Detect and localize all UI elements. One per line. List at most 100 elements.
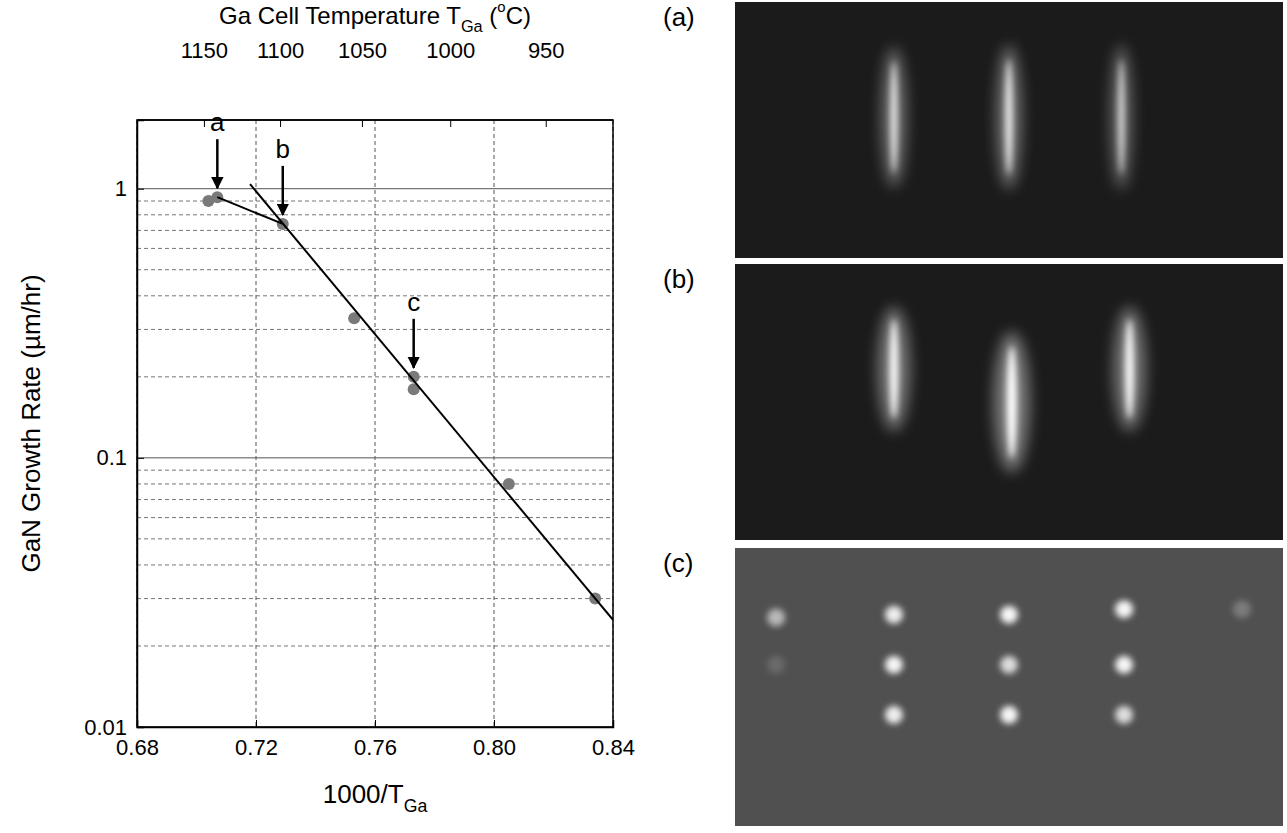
x-tick-mark (375, 720, 376, 727)
rheed-spot (767, 609, 785, 627)
annotation-label: a (210, 107, 225, 137)
y-tick-mark (137, 727, 144, 728)
grid-line (494, 120, 495, 727)
rheed-panels (735, 2, 1283, 826)
x-tick-mark (256, 720, 257, 727)
x2-axis-title: Ga Cell Temperature TGa (oC) (219, 0, 531, 35)
text-part: o (497, 0, 505, 15)
rheed-spot (1000, 706, 1018, 724)
x-axis-line (138, 720, 614, 728)
x2-axis-line (137, 119, 613, 121)
x-axis: 0.680.720.760.800.84 (116, 720, 635, 760)
y-tick-mark (137, 189, 144, 190)
grid (137, 120, 613, 727)
data-point (211, 191, 223, 203)
y-tick-mark (137, 458, 144, 459)
rheed-streak-glow (994, 332, 1030, 472)
grid-line (375, 120, 376, 727)
plot-marks (202, 184, 613, 620)
rheed-spot (885, 706, 903, 724)
x-tick-mark (613, 720, 614, 727)
x2-tick-label: 1100 (257, 38, 304, 63)
rheed-streak (1118, 60, 1124, 175)
y-tick-label: 1 (115, 176, 127, 201)
x2-tick-label: 1000 (426, 38, 475, 63)
rheed-spot (1000, 656, 1018, 674)
x2-tick-mark (280, 120, 281, 127)
y-tick: 0.1 (96, 445, 144, 470)
rheed-streak-glow (1113, 307, 1145, 431)
rheed-spot (1115, 656, 1133, 674)
data-point (503, 478, 515, 490)
y-tick-label: 0.1 (96, 445, 127, 470)
rheed-streak (890, 61, 897, 173)
x2-axis: 1150 1100 1050 1000 950 (137, 38, 613, 127)
minor-grid-line (137, 329, 613, 330)
y-tick-label: 0.01 (84, 715, 127, 740)
text-part: Ga (461, 17, 484, 35)
rheed-spot (1000, 606, 1018, 624)
fit-line (250, 184, 613, 620)
x2-tick-label: 1050 (338, 38, 387, 63)
minor-grid-line (137, 517, 613, 518)
rheed-streak (889, 319, 898, 418)
text-part: Ga Cell Temperature T (219, 2, 461, 29)
x2-tick-mark (546, 120, 547, 127)
rheed-streak-glow (881, 47, 906, 187)
x-tick-mark (494, 720, 495, 727)
rheed-panel (735, 264, 1283, 540)
y-axis: 0.01 0.1 1 (84, 121, 144, 740)
figure: 0.680.720.760.800.840.010.11115011001050… (0, 0, 1287, 833)
x-tick: 0.84 (592, 720, 635, 760)
text-part: Ga (404, 796, 428, 816)
minor-grid-line (137, 538, 613, 539)
x-tick-label: 0.76 (354, 735, 397, 760)
annotation-label: c (407, 287, 420, 317)
x-tick: 0.76 (354, 720, 397, 760)
x-axis-title: 1000/TGa (323, 779, 428, 816)
text-part: ( (483, 2, 498, 29)
x-tick-label: 0.72 (235, 735, 278, 760)
text-part: 1000/T (323, 779, 404, 809)
rheed-panel (735, 2, 1283, 258)
grid-line (137, 188, 613, 189)
x-tick: 0.80 (473, 720, 516, 760)
x2-tick-label: 1150 (181, 38, 228, 63)
rheed-spot (767, 656, 785, 674)
minor-grid-line (137, 230, 613, 231)
text-part: C) (506, 2, 531, 29)
x2-tick-mark (450, 120, 451, 127)
rheed-spot (885, 656, 903, 674)
y-axis-title: GaN Growth Rate (µm/hr) (16, 274, 46, 572)
x2-tick-mark (362, 120, 363, 127)
grid-line (256, 120, 257, 727)
annotation-label: b (276, 134, 290, 164)
rheed-streak (1006, 60, 1013, 175)
rheed-streak-glow (996, 45, 1021, 189)
rheed-streak (1007, 346, 1017, 458)
rheed-image (735, 548, 1283, 826)
x-tick: 0.72 (235, 720, 278, 760)
panel-label: (a) (663, 2, 695, 32)
x2-tick-label: 950 (528, 38, 565, 63)
rheed-spot (885, 606, 903, 624)
rheed-streak (1125, 319, 1134, 418)
rheed-streak-glow (1111, 45, 1133, 189)
panel-label: (b) (663, 264, 695, 294)
rheed-spot (1115, 706, 1133, 724)
y-axis-line (138, 121, 145, 728)
plot-frame (137, 120, 613, 727)
rheed-spot (1115, 600, 1133, 618)
rheed-panel (735, 548, 1283, 826)
y-tick: 1 (115, 176, 144, 201)
annotation-arrow (216, 139, 219, 188)
annotation-arrow (282, 166, 285, 215)
rheed-image (735, 2, 1283, 258)
panel-label: (c) (663, 548, 693, 578)
text-part: GaN Growth Rate (µm/hr) (16, 274, 46, 572)
rheed-spot (1233, 600, 1251, 618)
x2-tick-mark (204, 120, 205, 127)
minor-grid-line (137, 376, 613, 377)
x-tick-label: 0.80 (473, 735, 516, 760)
annotations: a b c (210, 107, 420, 368)
